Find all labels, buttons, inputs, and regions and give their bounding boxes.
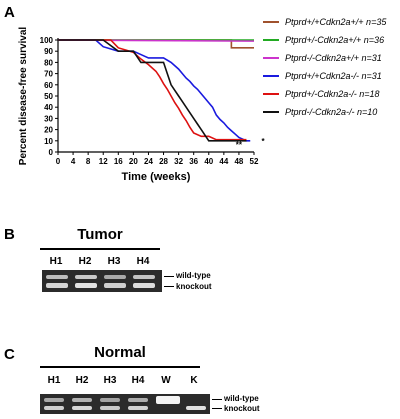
panel-b-lane-h2: H2 xyxy=(78,256,92,267)
significance-double-star: ** xyxy=(236,141,243,150)
y-tick-label: 90 xyxy=(44,47,53,56)
x-tick-label: 48 xyxy=(234,157,243,166)
panel-c-ko-pointer xyxy=(212,408,222,409)
panel-b-title: Tumor xyxy=(77,226,123,243)
legend-swatch xyxy=(263,39,279,41)
panel-b-band-h3-wt xyxy=(104,275,126,279)
panel-c-wt-pointer xyxy=(212,399,222,400)
y-tick-label: 60 xyxy=(44,81,53,90)
legend-swatch xyxy=(263,21,279,23)
panel-c-gel xyxy=(40,394,210,414)
panel-c-band-h1-ko xyxy=(44,406,64,410)
panel-c-lane-w: W xyxy=(161,375,171,386)
panel-c-wild-type-label: wild-type xyxy=(224,394,259,403)
panel-b-wt-pointer xyxy=(164,276,174,277)
y-tick-label: 40 xyxy=(44,103,53,112)
panel-c-band-h2-wt xyxy=(72,398,92,402)
x-tick-label: 16 xyxy=(114,157,123,166)
panel-b-lane-h3: H3 xyxy=(107,256,121,267)
panel-b-ko-pointer xyxy=(164,286,174,287)
x-tick-label: 24 xyxy=(144,157,153,166)
panel-c-lane-h3: H3 xyxy=(103,375,117,386)
x-tick-label: 32 xyxy=(174,157,183,166)
panel-c-lane-k: K xyxy=(190,375,198,386)
y-tick-label: 10 xyxy=(44,137,53,146)
y-tick-label: 70 xyxy=(44,70,53,79)
x-tick-label: 28 xyxy=(159,157,168,166)
x-tick-label: 44 xyxy=(219,157,228,166)
panel-c-band-h3-ko xyxy=(100,406,120,410)
panel-b-letter: B xyxy=(4,226,15,243)
y-tick-label: 100 xyxy=(40,36,54,45)
panel-b-band-h3-ko xyxy=(104,283,126,288)
significance-star: * xyxy=(261,137,265,146)
x-tick-label: 12 xyxy=(99,157,108,166)
panel-c-lane-h2: H2 xyxy=(75,375,89,386)
x-tick-label: 8 xyxy=(86,157,91,166)
panel-b-gel xyxy=(42,270,162,292)
panel-b-lane-h1: H1 xyxy=(49,256,63,267)
panel-b-lane-h4: H4 xyxy=(136,256,150,267)
panel-b-band-h2-wt xyxy=(75,275,97,279)
legend-label: Ptprd+/-Cdkn2a-/- n=18 xyxy=(285,89,380,99)
panel-c-band-k-ko xyxy=(186,406,206,410)
y-tick-label: 0 xyxy=(49,148,54,157)
y-tick-label: 30 xyxy=(44,114,53,123)
legend-label: Ptprd-/-Cdkn2a-/- n=10 xyxy=(285,107,378,117)
panel-b-lane-bar xyxy=(40,248,160,250)
panel-c-lane-h4: H4 xyxy=(131,375,145,386)
x-tick-label: 4 xyxy=(71,157,76,166)
legend-label: Ptprd+/-Cdkn2a+/+ n=36 xyxy=(285,35,385,45)
y-tick-label: 80 xyxy=(44,58,53,67)
panel-c-title: Normal xyxy=(94,344,146,361)
legend-swatch xyxy=(263,75,279,77)
legend-swatch xyxy=(263,57,279,59)
panel-b-band-h4-wt xyxy=(133,275,155,279)
panel-b-band-h4-ko xyxy=(133,283,155,288)
y-axis-label: Percent disease-free survival xyxy=(18,27,29,166)
legend-label: Ptprd-/-Cdkn2a+/+ n=31 xyxy=(285,53,382,63)
x-tick-label: 0 xyxy=(56,157,61,166)
panel-b-band-h1-ko xyxy=(46,283,68,288)
x-tick-label: 52 xyxy=(250,157,259,166)
panel-c-lane-bar xyxy=(40,366,200,368)
panel-b-wild-type-label: wild-type xyxy=(176,271,211,280)
survival-curve-5 xyxy=(58,39,247,141)
legend-label: Ptprd+/+Cdkn2a-/- n=31 xyxy=(285,71,382,81)
panel-c-band-h4-wt xyxy=(128,398,148,402)
y-tick-label: 50 xyxy=(44,92,53,101)
x-tick-label: 40 xyxy=(204,157,213,166)
panel-a-letter: A xyxy=(4,4,15,21)
x-tick-label: 20 xyxy=(129,157,138,166)
panel-c-band-h4-ko xyxy=(128,406,148,410)
y-tick-label: 20 xyxy=(44,126,53,135)
panel-c-band-w-wt xyxy=(156,396,180,404)
survival-curve-6 xyxy=(58,39,247,142)
panel-b-band-h2-ko xyxy=(75,283,97,288)
x-axis-label: Time (weeks) xyxy=(122,171,191,183)
panel-b-band-h1-wt xyxy=(46,275,68,279)
panel-c-knockout-label: knockout xyxy=(224,404,260,413)
panel-c-band-h2-ko xyxy=(72,406,92,410)
panel-c-band-h1-wt xyxy=(44,398,64,402)
survival-curve-4 xyxy=(58,39,251,142)
panel-b-knockout-label: knockout xyxy=(176,282,212,291)
panel-c-band-h3-wt xyxy=(100,398,120,402)
legend-swatch xyxy=(263,111,279,113)
legend-swatch xyxy=(263,93,279,95)
panel-c-lane-h1: H1 xyxy=(47,375,61,386)
x-tick-label: 36 xyxy=(189,157,198,166)
panel-c-letter: C xyxy=(4,346,15,363)
legend-label: Ptprd+/+Cdkn2a+/+ n=35 xyxy=(285,17,387,27)
